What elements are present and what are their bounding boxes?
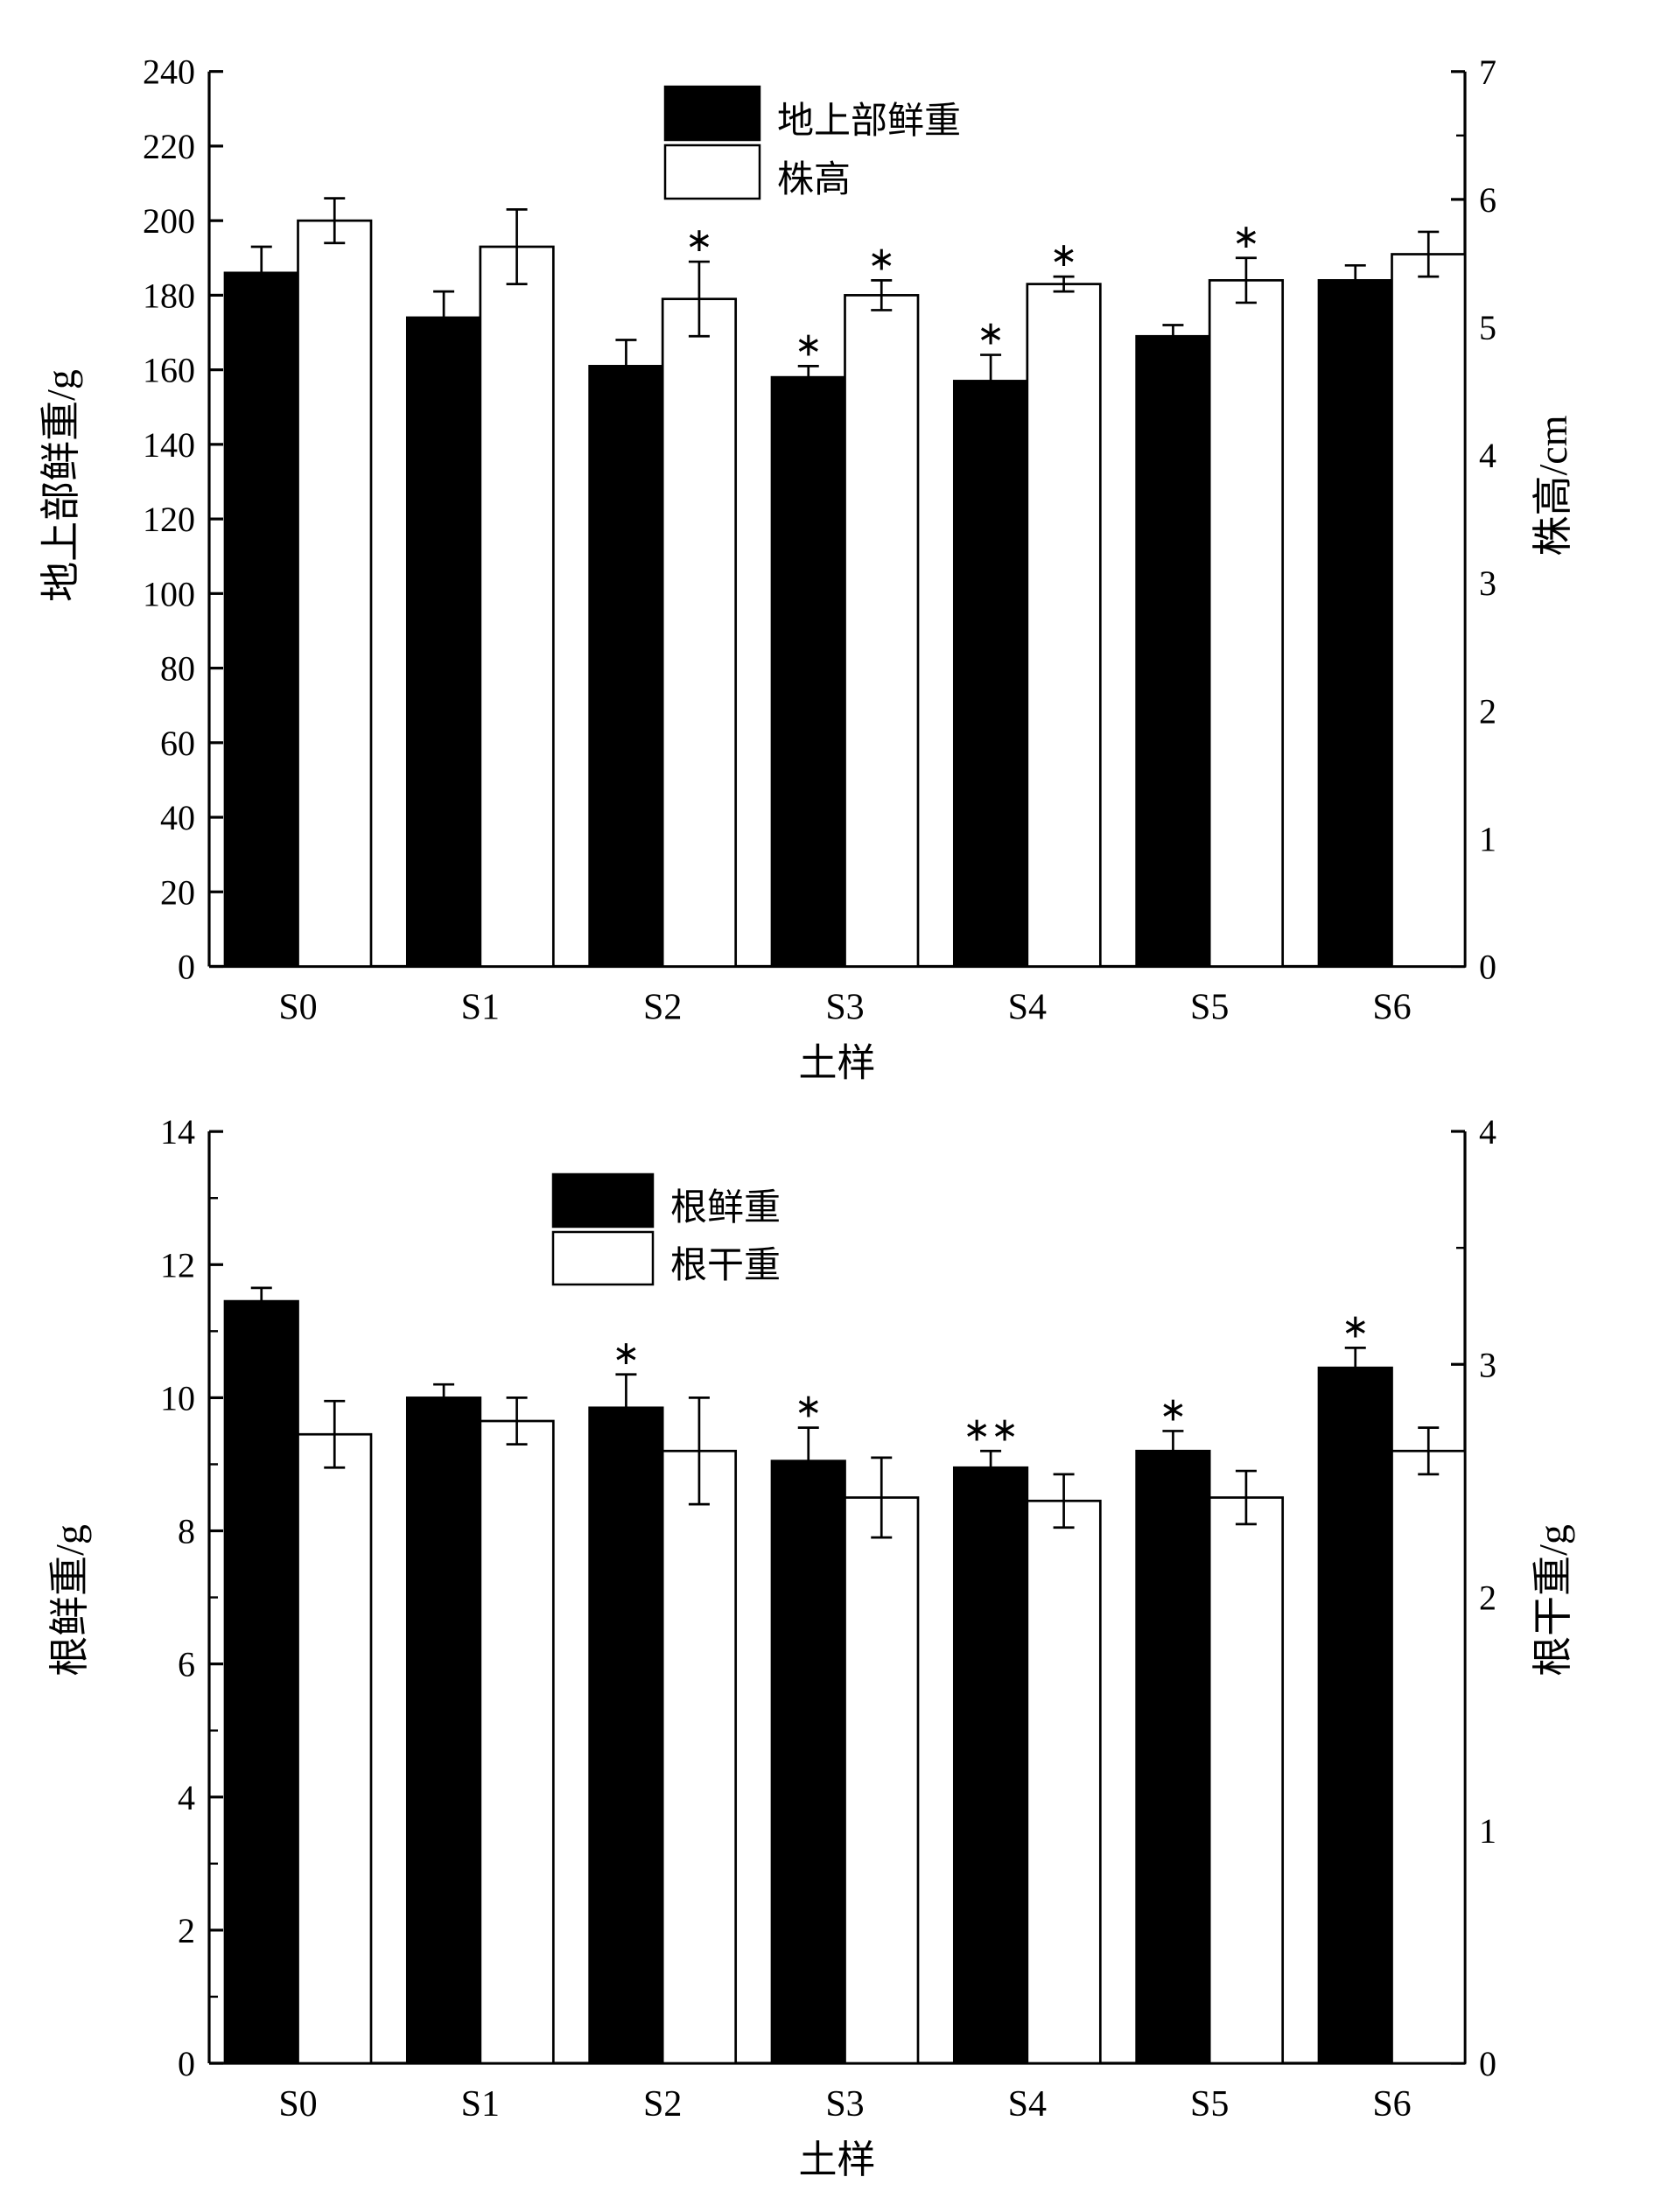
svg-text:3: 3 [1479, 1345, 1496, 1384]
svg-text:地上部鲜重/g: 地上部鲜重/g [39, 369, 83, 602]
svg-text:∗∗: ∗∗ [963, 1411, 1019, 1448]
svg-text:120: 120 [143, 500, 195, 539]
svg-text:∗: ∗ [795, 326, 823, 363]
svg-text:土样: 土样 [799, 2138, 876, 2181]
svg-text:140: 140 [143, 425, 195, 465]
svg-text:S4: S4 [1008, 988, 1047, 1028]
svg-text:∗: ∗ [795, 1389, 823, 1425]
svg-text:∗: ∗ [612, 1335, 640, 1372]
svg-text:60: 60 [160, 724, 195, 763]
svg-text:2: 2 [178, 1911, 195, 1950]
svg-text:S2: S2 [643, 988, 682, 1028]
svg-text:∗: ∗ [1050, 237, 1078, 274]
svg-text:240: 240 [143, 52, 195, 92]
svg-text:根干重/g: 根干重/g [1531, 1524, 1575, 1676]
svg-text:S2: S2 [643, 2084, 682, 2124]
svg-text:2: 2 [1479, 691, 1496, 731]
svg-text:0: 0 [178, 948, 195, 987]
svg-text:∗: ∗ [1159, 1391, 1187, 1428]
svg-text:5: 5 [1479, 308, 1496, 347]
svg-text:0: 0 [178, 2044, 195, 2083]
svg-text:4: 4 [1479, 436, 1496, 475]
svg-text:0: 0 [1479, 948, 1496, 987]
svg-text:7: 7 [1479, 52, 1496, 92]
svg-text:1: 1 [1479, 819, 1496, 858]
svg-text:∗: ∗ [977, 316, 1005, 353]
svg-text:220: 220 [143, 127, 195, 166]
svg-text:S6: S6 [1372, 988, 1411, 1028]
svg-text:根鲜重/g: 根鲜重/g [47, 1524, 92, 1676]
svg-text:根干重: 根干重 [670, 1246, 781, 1286]
svg-text:S5: S5 [1190, 2084, 1229, 2124]
svg-text:S5: S5 [1190, 988, 1229, 1028]
svg-text:14: 14 [160, 1112, 195, 1152]
svg-text:6: 6 [1479, 180, 1496, 220]
svg-text:S1: S1 [461, 2084, 500, 2124]
svg-text:∗: ∗ [1232, 219, 1260, 256]
svg-text:40: 40 [160, 798, 195, 837]
svg-text:S3: S3 [825, 988, 864, 1028]
svg-text:8: 8 [178, 1512, 195, 1551]
svg-text:S3: S3 [825, 2084, 864, 2124]
svg-text:土样: 土样 [799, 1042, 876, 1085]
svg-text:4: 4 [1479, 1112, 1496, 1152]
svg-text:10: 10 [160, 1378, 195, 1418]
svg-text:4: 4 [178, 1778, 195, 1817]
svg-text:S0: S0 [278, 2084, 317, 2124]
svg-text:株高: 株高 [777, 160, 851, 200]
svg-text:100: 100 [143, 574, 195, 613]
svg-text:S4: S4 [1008, 2084, 1047, 2124]
svg-text:∗: ∗ [685, 222, 713, 259]
svg-text:12: 12 [160, 1245, 195, 1284]
svg-text:180: 180 [143, 276, 195, 315]
svg-text:S6: S6 [1372, 2084, 1411, 2124]
svg-text:S1: S1 [461, 988, 500, 1028]
svg-text:6: 6 [178, 1645, 195, 1684]
svg-text:80: 80 [160, 649, 195, 689]
svg-text:3: 3 [1479, 564, 1496, 603]
svg-text:2: 2 [1479, 1578, 1496, 1618]
svg-text:20: 20 [160, 872, 195, 912]
svg-text:S0: S0 [278, 988, 317, 1028]
svg-text:根鲜重: 根鲜重 [670, 1188, 781, 1228]
svg-text:地上部鲜重: 地上部鲜重 [777, 102, 961, 142]
svg-text:株高/cm: 株高/cm [1531, 415, 1575, 556]
svg-text:∗: ∗ [867, 241, 895, 277]
svg-text:1: 1 [1479, 1811, 1496, 1851]
svg-text:0: 0 [1479, 2044, 1496, 2083]
svg-text:∗: ∗ [1342, 1308, 1370, 1345]
svg-text:160: 160 [143, 351, 195, 390]
svg-text:200: 200 [143, 201, 195, 241]
